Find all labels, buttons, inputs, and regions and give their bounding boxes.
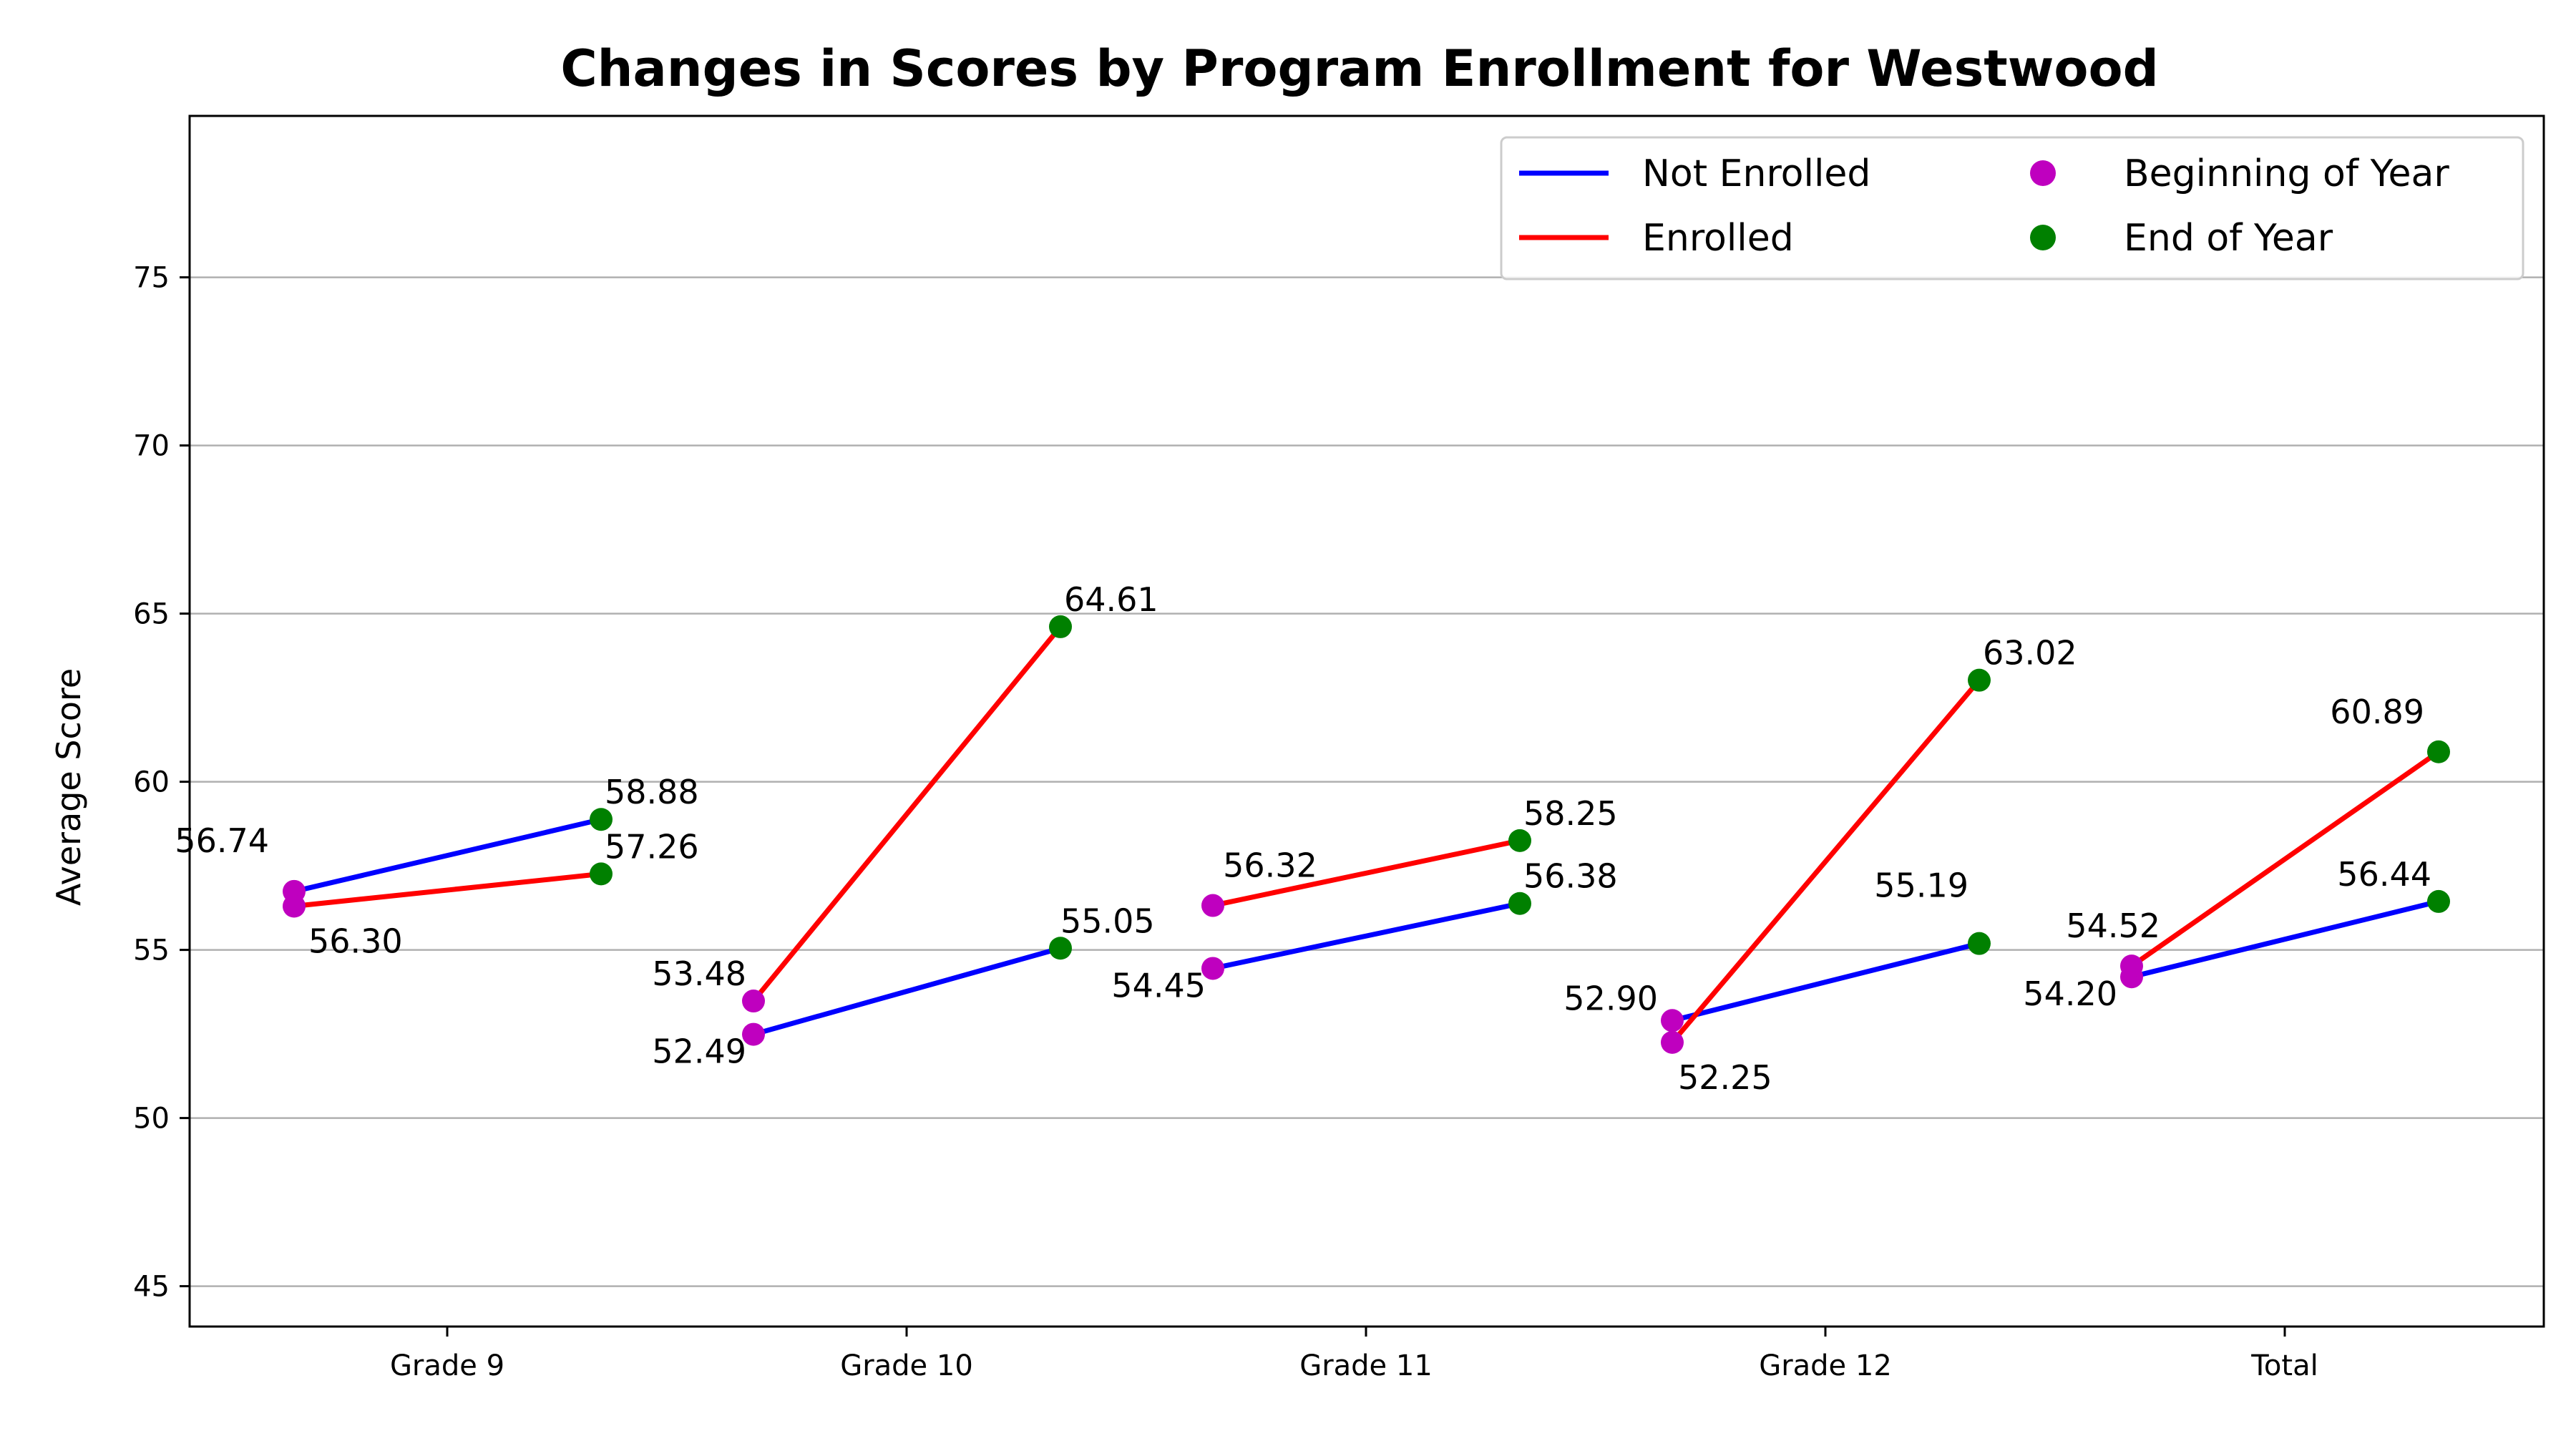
data-label-end-0-0: 58.88	[605, 773, 699, 811]
y-axis-label: Average Score	[49, 668, 88, 906]
legend: Not Enrolled Enrolled Beginning of Year End…	[1500, 136, 2524, 280]
x-tick-label-3: Grade 12	[1759, 1349, 1892, 1382]
y-tick-label-60: 60	[133, 766, 170, 799]
x-tick-label-4: Total	[2250, 1349, 2318, 1382]
data-label-begin-0-2: 54.45	[1111, 966, 1206, 1005]
series-line-0-1	[751, 945, 1063, 1037]
beginning-point-0-1	[742, 1022, 765, 1046]
end-point-1-2	[1508, 829, 1531, 852]
data-label-end-1-4: 60.89	[2330, 693, 2424, 731]
data-label-end-0-4: 56.44	[2337, 855, 2431, 894]
data-label-begin-1-4: 54.52	[2066, 907, 2160, 945]
data-label-end-0-2: 56.38	[1523, 857, 1618, 896]
data-label-begin-1-2: 56.32	[1223, 846, 1317, 885]
series-line-0-3	[1669, 941, 1982, 1023]
y-tick-label-75: 75	[133, 262, 170, 295]
series-line-1-3	[1669, 678, 1982, 1045]
beginning-point-1-1	[742, 990, 765, 1013]
beginning-point-1-3	[1661, 1030, 1684, 1054]
series-lines	[291, 624, 2441, 1045]
series-line-0-4	[2129, 899, 2441, 980]
data-labels: 56.7458.8852.4955.0554.4556.3852.9055.19…	[175, 580, 2431, 1097]
data-label-begin-0-3: 52.90	[1563, 979, 1658, 1017]
data-label-end-1-2: 58.25	[1523, 794, 1618, 833]
y-tick-label-50: 50	[133, 1103, 170, 1135]
x-tick-label-1: Grade 10	[840, 1349, 973, 1382]
data-label-begin-1-1: 53.48	[652, 954, 746, 993]
legend-marker-1	[2030, 225, 2056, 250]
end-point-0-3	[1968, 932, 1991, 955]
axis-ticks: 45 50 55 60 65 70 75 Grade 9 Grade 10 Grade 11 Gra…	[133, 262, 2318, 1382]
legend-label-0: Not Enrolled	[1642, 152, 1870, 195]
end-point-0-0	[590, 808, 613, 831]
beginning-point-0-2	[1201, 957, 1224, 980]
plot-frame	[188, 114, 2545, 1328]
y-tick-label-55: 55	[133, 934, 170, 967]
beginning-point-0-3	[1661, 1009, 1684, 1032]
beginning-point-1-4	[2120, 954, 2143, 978]
end-point-0-4	[2427, 889, 2450, 913]
data-label-end-1-0: 57.26	[605, 827, 699, 866]
data-label-begin-1-3: 52.25	[1678, 1058, 1772, 1097]
series-line-0-0	[291, 816, 604, 894]
end-point-1-0	[590, 862, 613, 886]
data-label-end-0-1: 55.05	[1060, 902, 1155, 940]
data-points	[283, 615, 2450, 1054]
data-label-end-1-3: 63.02	[1983, 634, 2077, 673]
legend-marker-0	[2030, 160, 2056, 186]
y-tick-label-65: 65	[133, 598, 170, 631]
x-tick-label-0: Grade 9	[390, 1349, 504, 1382]
beginning-point-1-2	[1201, 894, 1224, 917]
x-tick-label-2: Grade 11	[1299, 1349, 1433, 1382]
end-point-1-4	[2427, 740, 2450, 763]
legend-marker-label-1: End of Year	[2124, 217, 2333, 260]
series-line-0-2	[1210, 901, 1523, 971]
data-label-begin-1-0: 56.30	[308, 922, 403, 961]
series-line-1-1	[751, 624, 1063, 1004]
end-point-1-1	[1049, 615, 1072, 638]
chart-title: Changes in Scores by Program Enrollment …	[560, 39, 2158, 98]
series-line-1-0	[291, 871, 604, 909]
y-tick-label-70: 70	[133, 430, 170, 463]
data-label-end-1-1: 64.61	[1064, 580, 1158, 619]
y-tick-label-45: 45	[133, 1271, 170, 1304]
data-label-begin-0-1: 52.49	[652, 1032, 746, 1071]
end-point-0-2	[1508, 892, 1531, 915]
legend-marker-label-0: Beginning of Year	[2124, 152, 2449, 195]
beginning-point-1-0	[283, 894, 306, 918]
end-point-1-3	[1968, 668, 1991, 692]
legend-label-1: Enrolled	[1642, 217, 1794, 260]
data-label-begin-0-4: 54.20	[2023, 975, 2117, 1013]
legend-box	[1500, 136, 2524, 280]
data-label-end-0-3: 55.19	[1874, 866, 1968, 905]
series-line-1-4	[2129, 749, 2441, 969]
end-point-0-1	[1049, 937, 1072, 960]
series-line-1-2	[1210, 838, 1523, 909]
